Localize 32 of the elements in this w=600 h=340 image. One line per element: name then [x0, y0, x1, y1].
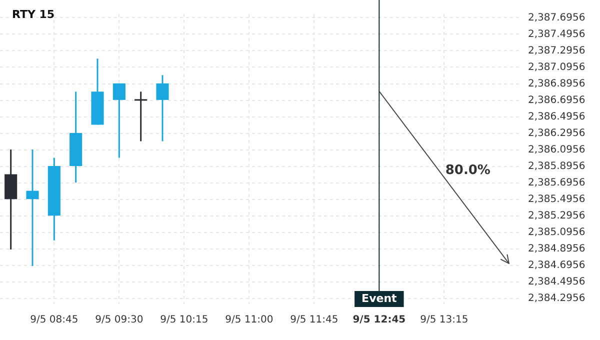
y-tick-label: 2,385.8956	[528, 160, 586, 172]
ref-line-label: Event	[362, 292, 397, 305]
x-tick-label: 9/5 10:15	[160, 314, 208, 326]
y-tick-label: 2,384.2956	[528, 293, 586, 304]
candlestick	[134, 90, 148, 142]
y-tick-label: 2,385.0956	[528, 227, 586, 238]
candlestick	[156, 74, 169, 142]
y-tick-label: 2,385.4956	[528, 194, 586, 206]
x-tick-label: 9/5 12:45	[352, 314, 406, 326]
x-tick-label: 9/5 08:45	[30, 314, 78, 326]
y-tick-label: 2,387.4956	[528, 28, 586, 40]
candlestick	[112, 82, 126, 159]
candlestick	[26, 148, 39, 267]
y-tick-label: 2,385.2956	[528, 210, 586, 222]
y-tick-label: 2,387.2956	[528, 45, 586, 56]
y-tick-label: 2,386.0956	[528, 144, 586, 156]
x-tick-label: 9/5 13:15	[420, 314, 468, 326]
y-tick-label: 2,386.8956	[528, 78, 586, 90]
y-tick-label: 2,384.6956	[528, 260, 586, 272]
y-tick-label: 2,386.4956	[528, 111, 586, 122]
y-tick-label: 2,384.4956	[528, 276, 586, 288]
x-tick-label: 9/5 11:45	[290, 314, 338, 326]
chart-title: RTY 15	[12, 8, 55, 21]
y-tick-label: 2,385.6956	[528, 178, 586, 189]
y-tick-label: 2,386.2956	[528, 128, 586, 139]
y-tick-label: 2,386.6956	[528, 94, 586, 106]
y-tick-label: 2,387.0956	[528, 62, 586, 73]
x-tick-label: 9/5 11:00	[225, 314, 274, 326]
y-tick-label: 2,387.6956	[528, 12, 586, 24]
y-tick-label: 2,384.8956	[528, 244, 586, 255]
x-tick-label: 9/5 09:30	[95, 314, 144, 326]
annotation: 80.0%	[445, 162, 490, 178]
